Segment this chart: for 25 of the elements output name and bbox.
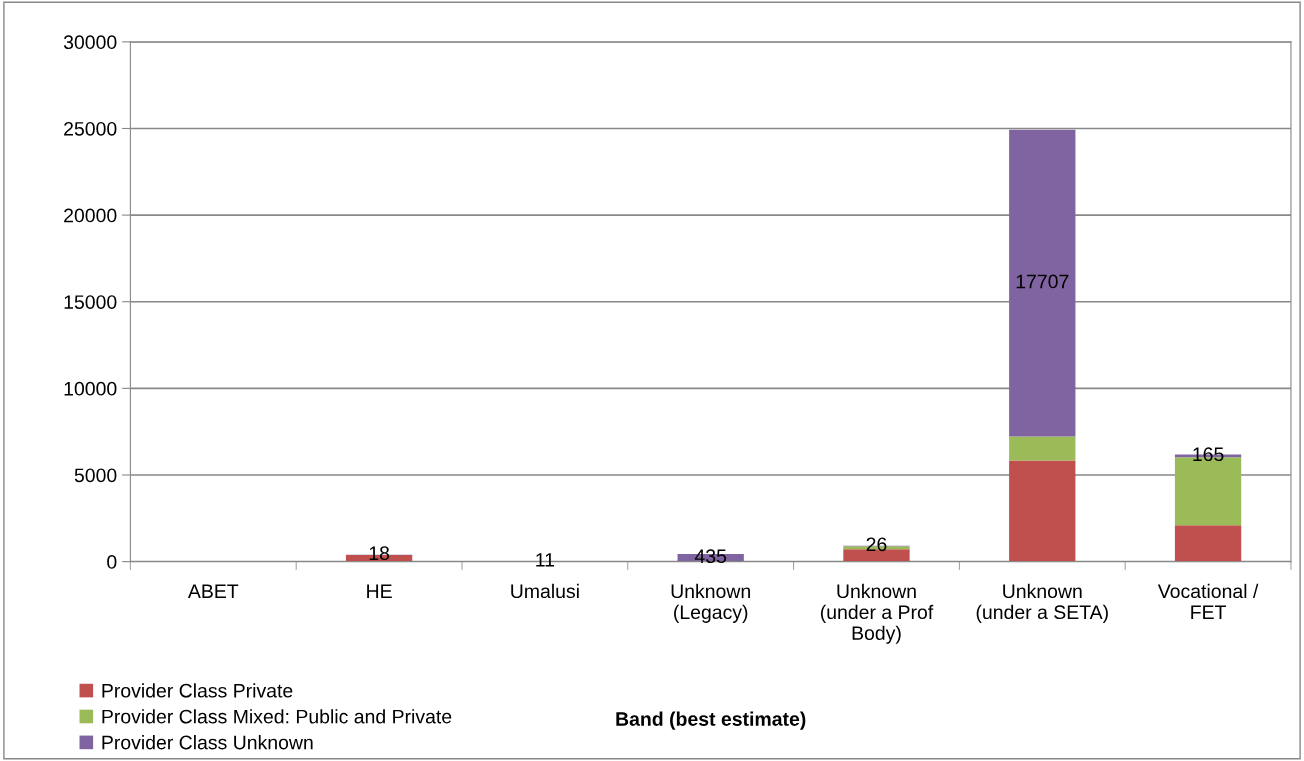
x-tick-label: Umalusi bbox=[511, 583, 579, 599]
data-label: 11 bbox=[536, 553, 555, 567]
legend-label: Provider Class Unknown bbox=[102, 735, 313, 750]
x-tick-label: Unknown (Legacy) bbox=[671, 583, 750, 623]
y-tick-label: 10000 bbox=[64, 381, 117, 396]
data-label: 17707 bbox=[1016, 274, 1069, 289]
bar bbox=[1009, 460, 1076, 562]
data-label: 165 bbox=[1193, 447, 1224, 462]
bar bbox=[1009, 436, 1076, 461]
y-tick-label: 30000 bbox=[63, 35, 117, 50]
bar bbox=[1009, 129, 1076, 437]
x-tick-label: Vocational / FET bbox=[1157, 583, 1259, 619]
y-tick-label: 25000 bbox=[64, 121, 117, 136]
y-tick-label: 15000 bbox=[64, 295, 117, 309]
y-tick-label: 20000 bbox=[64, 208, 117, 223]
y-tick-label: 5000 bbox=[74, 468, 117, 483]
x-tick-label: Unknown (under a Prof Body) bbox=[820, 583, 934, 644]
x-tick-label: Unknown (under a SETA) bbox=[976, 583, 1108, 623]
x-axis-title: Band (best estimate) bbox=[616, 711, 806, 730]
x-tick-label: ABET bbox=[187, 584, 239, 598]
x-tick-label: HE bbox=[367, 584, 392, 598]
y-tick-label: 0 bbox=[107, 555, 117, 569]
bar bbox=[1174, 525, 1242, 562]
legend-label: Provider Class Mixed: Public and Private bbox=[102, 709, 452, 724]
legend-label: Provider Class Private bbox=[102, 683, 293, 698]
